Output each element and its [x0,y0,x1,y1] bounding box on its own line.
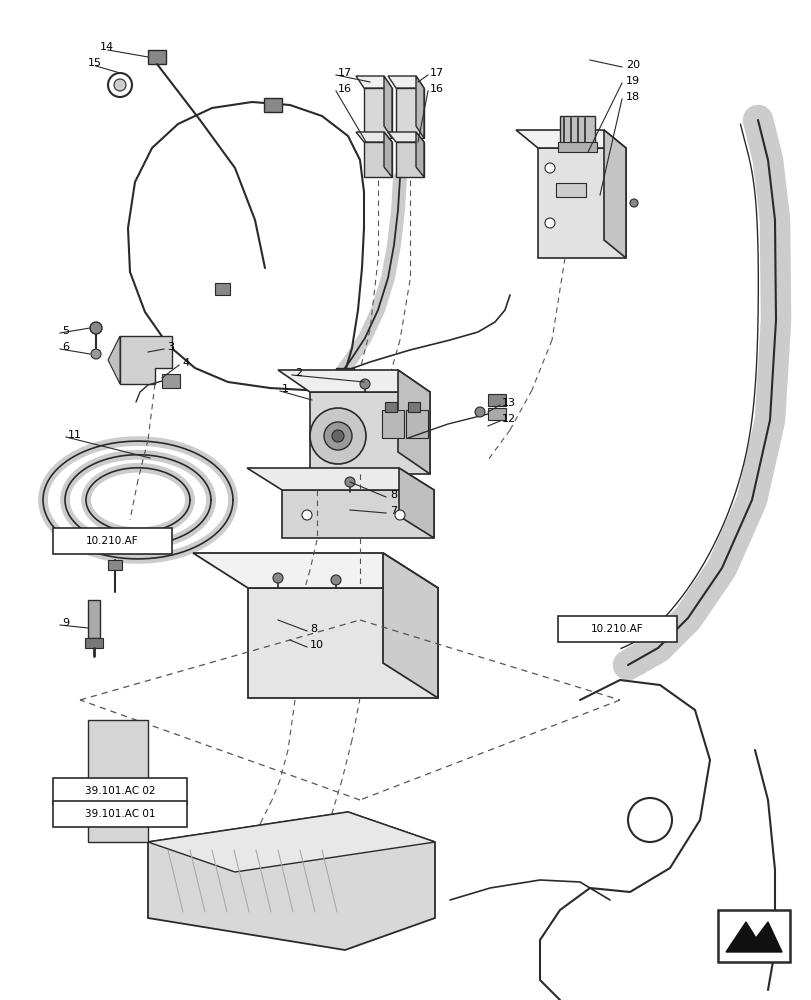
Polygon shape [363,88,392,138]
Polygon shape [384,76,392,138]
Circle shape [544,218,554,228]
Circle shape [544,163,554,173]
Bar [381,410,404,438]
Circle shape [627,798,672,842]
Polygon shape [398,468,433,538]
Bar [487,394,505,406]
Polygon shape [148,812,435,950]
Bar [406,410,427,438]
Polygon shape [247,588,437,698]
Text: 6: 6 [62,342,69,352]
Text: 10.210.AF: 10.210.AF [86,536,139,546]
Polygon shape [355,76,392,88]
Bar [108,560,122,570]
Circle shape [394,510,405,520]
Polygon shape [538,148,625,258]
Bar [556,183,586,197]
Circle shape [324,422,351,450]
Bar [264,98,281,112]
Bar [148,50,165,64]
Polygon shape [397,370,430,474]
Bar [560,116,594,144]
Polygon shape [310,392,430,474]
Circle shape [331,575,341,585]
Polygon shape [415,132,423,177]
FancyBboxPatch shape [53,778,187,804]
Text: 16: 16 [430,84,444,94]
Text: 15: 15 [88,58,102,68]
FancyBboxPatch shape [557,616,676,642]
Text: 39.101.AC 02: 39.101.AC 02 [84,786,155,796]
Polygon shape [120,336,172,384]
Text: 18: 18 [625,92,639,102]
Circle shape [114,79,126,91]
Circle shape [474,407,484,417]
Text: 20: 20 [625,60,639,70]
Polygon shape [277,370,430,392]
Text: 10.210.AF: 10.210.AF [590,624,643,634]
Circle shape [272,573,283,583]
Polygon shape [363,142,392,177]
Polygon shape [108,336,120,384]
Polygon shape [396,142,423,177]
Text: 1: 1 [281,384,289,394]
Polygon shape [396,88,423,138]
Bar [384,402,397,412]
Text: 17: 17 [337,68,352,78]
Bar [88,600,100,638]
Text: 16: 16 [337,84,351,94]
Text: 10: 10 [310,640,324,650]
Polygon shape [384,132,392,177]
Text: 13: 13 [501,398,515,408]
Circle shape [91,349,101,359]
Polygon shape [725,922,781,952]
Polygon shape [415,76,423,138]
Text: 5: 5 [62,326,69,336]
Circle shape [345,477,354,487]
Polygon shape [388,132,423,142]
Polygon shape [603,130,625,258]
Text: 7: 7 [389,506,397,516]
Bar [717,910,789,962]
Bar [215,283,230,295]
Polygon shape [193,553,437,588]
Bar [162,374,180,388]
Bar [336,368,354,382]
FancyBboxPatch shape [53,801,187,827]
Circle shape [108,73,132,97]
Text: 8: 8 [310,624,317,634]
Text: 19: 19 [625,76,639,86]
Text: 3: 3 [167,342,174,352]
Circle shape [302,510,311,520]
Polygon shape [515,130,625,148]
Circle shape [310,408,366,464]
Polygon shape [148,812,435,872]
Text: 17: 17 [430,68,444,78]
Text: 9: 9 [62,618,69,628]
Bar [407,402,419,412]
Text: 39.101.AC 01: 39.101.AC 01 [84,809,155,819]
Polygon shape [88,720,148,842]
Circle shape [332,430,344,442]
Bar [487,408,505,420]
Polygon shape [281,490,433,538]
Circle shape [629,199,637,207]
Text: 14: 14 [100,42,114,52]
Bar [557,142,596,152]
Bar [85,638,103,648]
FancyBboxPatch shape [53,528,172,554]
Text: 8: 8 [389,490,397,500]
Text: 11: 11 [68,430,82,440]
Circle shape [90,322,102,334]
Circle shape [359,379,370,389]
Polygon shape [355,132,392,142]
Text: 12: 12 [501,414,516,424]
Polygon shape [383,553,437,698]
Polygon shape [388,76,423,88]
Polygon shape [247,468,433,490]
Text: 4: 4 [182,358,189,368]
Text: 2: 2 [294,368,302,378]
